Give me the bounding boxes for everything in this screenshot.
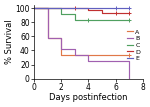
D (115, 13, 116, 14)
B (33, 8, 35, 9)
D (74, 8, 76, 9)
Y-axis label: % Survival: % Survival (5, 19, 14, 64)
B (101, 60, 103, 62)
X-axis label: Days postinfection: Days postinfection (49, 93, 128, 102)
Line: C: C (34, 8, 129, 20)
B (87, 60, 89, 62)
A (33, 8, 35, 9)
D (101, 13, 103, 14)
D (87, 10, 89, 11)
C (87, 20, 89, 21)
Line: B: B (34, 8, 129, 79)
Line: D: D (34, 8, 129, 13)
C (101, 20, 103, 21)
A (128, 55, 130, 56)
C (128, 20, 130, 21)
D (128, 13, 130, 14)
Line: A: A (34, 8, 129, 55)
B (128, 78, 130, 79)
B (115, 60, 116, 62)
B (60, 48, 62, 50)
E (115, 8, 116, 9)
C (115, 20, 116, 21)
B (74, 55, 76, 56)
A (47, 37, 48, 39)
Legend: A, B, C, D, E: A, B, C, D, E (126, 29, 141, 62)
A (60, 55, 62, 56)
C (33, 8, 35, 9)
E (33, 8, 35, 9)
B (47, 37, 48, 39)
E (128, 8, 130, 9)
C (74, 20, 76, 21)
C (60, 13, 62, 15)
D (33, 8, 35, 9)
